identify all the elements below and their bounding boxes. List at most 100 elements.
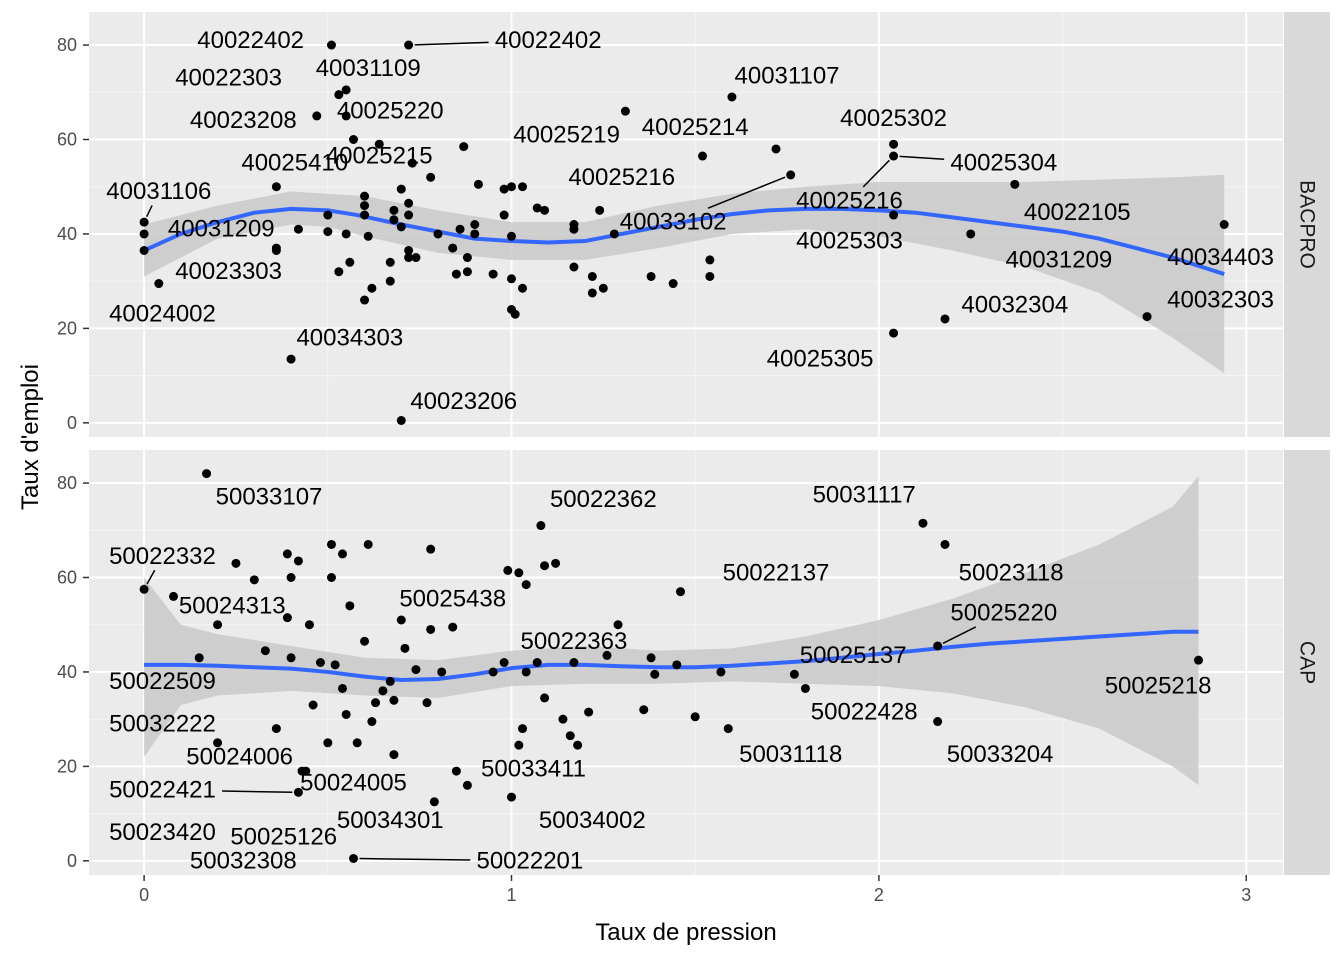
label-leader-line	[359, 857, 471, 861]
x-axis-title: Taux de pression	[595, 919, 776, 946]
point-label: 50024005	[300, 769, 407, 796]
data-point	[341, 111, 351, 121]
data-point	[385, 257, 395, 267]
data-point	[723, 724, 733, 734]
data-point	[933, 641, 943, 651]
data-point	[139, 584, 149, 594]
data-point	[286, 653, 296, 663]
point-label: 40025302	[840, 105, 947, 132]
data-point	[470, 220, 480, 229]
data-point	[532, 203, 542, 213]
point-label: 40025216	[568, 164, 675, 191]
data-point	[675, 587, 685, 597]
data-point	[404, 198, 414, 208]
data-point	[334, 267, 344, 277]
smooth-line	[143, 206, 1225, 276]
point-label: 40031209	[168, 216, 275, 243]
data-point	[260, 646, 270, 656]
data-point	[518, 724, 528, 734]
point-label: 50031117	[813, 481, 916, 508]
data-point	[341, 709, 351, 719]
data-point	[433, 229, 443, 239]
data-point	[716, 667, 726, 677]
data-point	[503, 565, 513, 575]
data-point	[213, 620, 223, 630]
data-point	[293, 224, 303, 234]
point-label: 40025214	[642, 114, 749, 141]
point-label: 50023420	[109, 819, 216, 846]
x-tick-label: 3	[1241, 885, 1251, 905]
point-label: 50031118	[739, 741, 842, 768]
data-point	[889, 328, 899, 338]
data-point	[587, 271, 597, 281]
data-point	[727, 92, 737, 102]
facet-strip-label: CAP	[1296, 641, 1319, 684]
data-point	[168, 591, 178, 601]
y-tick-label: 60	[57, 568, 77, 588]
data-point	[396, 615, 406, 625]
data-point	[363, 231, 373, 241]
data-point	[389, 695, 399, 705]
y-tick-label: 60	[57, 130, 77, 150]
data-point	[620, 106, 630, 116]
data-point	[363, 539, 373, 549]
data-point	[573, 740, 583, 750]
data-point	[282, 549, 292, 559]
data-point	[378, 686, 388, 696]
data-point	[488, 667, 498, 677]
data-point	[569, 224, 579, 234]
data-point	[786, 170, 796, 180]
data-point	[349, 853, 359, 863]
label-leader-line	[942, 626, 977, 644]
data-point	[459, 142, 469, 152]
data-point	[514, 568, 524, 578]
point-label: 50033411	[481, 755, 586, 782]
facet-panel-bacpro: 40031106 40031209 40024002 40023303 40034303…	[57, 12, 1330, 437]
data-point	[194, 653, 204, 663]
data-point	[271, 245, 281, 255]
data-point	[602, 650, 612, 660]
data-point	[326, 573, 336, 582]
data-point	[404, 245, 414, 255]
point-label: 40031109	[316, 55, 421, 82]
data-point	[690, 712, 700, 722]
y-tick-label: 20	[57, 756, 77, 776]
data-point	[426, 172, 436, 182]
data-point	[565, 731, 575, 741]
y-tick-label: 0	[67, 413, 77, 433]
data-point	[918, 518, 928, 528]
label-leader-line	[146, 569, 156, 585]
data-point	[349, 135, 359, 144]
data-point	[330, 660, 340, 670]
data-point	[367, 717, 377, 727]
data-point	[360, 295, 370, 305]
data-point	[800, 683, 810, 693]
data-point	[360, 210, 370, 220]
data-point	[286, 573, 296, 582]
data-point	[1010, 179, 1020, 189]
data-point	[389, 205, 399, 215]
point-label: 50022421	[109, 777, 216, 804]
data-point	[940, 314, 950, 324]
data-point	[396, 184, 406, 194]
data-point	[437, 667, 447, 677]
data-point	[337, 683, 347, 693]
point-label: 40034303	[296, 324, 403, 351]
data-point	[584, 707, 594, 717]
point-label: 40023206	[410, 388, 517, 415]
data-point	[400, 643, 410, 653]
data-point	[389, 750, 399, 760]
data-point	[271, 182, 281, 192]
point-label: 40022402	[495, 27, 602, 54]
point-label: 40025305	[767, 346, 874, 373]
point-label: 40025303	[796, 228, 903, 255]
data-point	[312, 111, 322, 121]
point-label: 50022509	[109, 668, 216, 695]
data-point	[323, 738, 333, 748]
facet-panel-cap: 50033107 50022332 50024313 50022509 50032222…	[57, 450, 1330, 875]
data-point	[499, 210, 509, 220]
data-point	[286, 354, 296, 364]
point-label: 40024002	[109, 301, 216, 328]
point-label: 40025304	[950, 150, 1057, 177]
data-point	[540, 693, 550, 703]
